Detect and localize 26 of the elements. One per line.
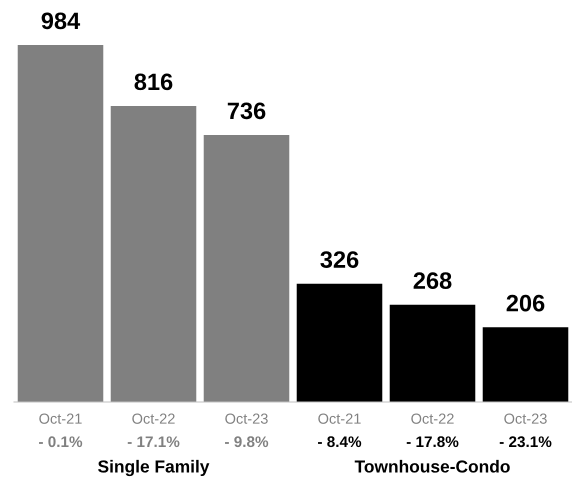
bar [296, 284, 382, 402]
data-label: 268 [414, 272, 452, 289]
text: Townhouse-Condo [354, 460, 510, 473]
data-label: 816 [134, 73, 172, 90]
text: - 23.1% [500, 436, 552, 448]
text: - 17.1% [128, 436, 180, 448]
x-tick-label: Oct-21 [318, 413, 361, 424]
bar [110, 106, 196, 402]
bar [390, 304, 476, 402]
text: - 0.1% [39, 436, 82, 448]
text: Single Family [98, 460, 210, 476]
data-label: 206 [506, 294, 544, 312]
text: - 17.8% [406, 436, 458, 448]
bar [482, 327, 568, 402]
x-tick-label: Oct-22 [132, 413, 175, 424]
text: - 8.4% [318, 436, 362, 448]
x-tick-label: Oct-21 [39, 413, 82, 424]
bar [18, 45, 104, 402]
data-label: 984 [42, 12, 80, 30]
bar [204, 134, 290, 402]
text: - 9.8% [225, 436, 268, 448]
x-tick-label: Oct-22 [411, 413, 454, 424]
data-label: 736 [228, 102, 266, 120]
x-tick-label: Oct-23 [504, 413, 547, 424]
x-tick-label: Oct-23 [225, 413, 268, 424]
data-label: 326 [320, 251, 358, 268]
